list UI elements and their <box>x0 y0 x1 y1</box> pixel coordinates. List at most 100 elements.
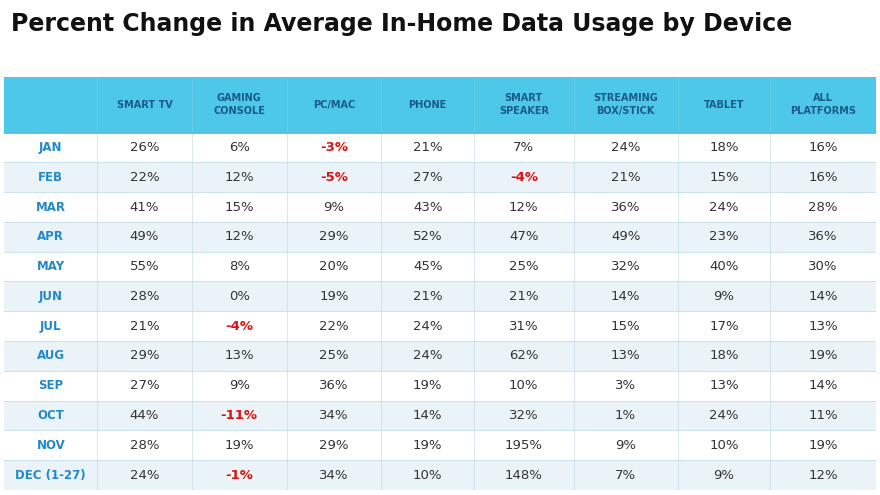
Text: 9%: 9% <box>615 439 636 452</box>
Text: -1%: -1% <box>225 469 253 482</box>
Text: 18%: 18% <box>709 349 739 362</box>
Bar <box>474 311 574 341</box>
Bar <box>474 192 574 222</box>
Bar <box>192 282 287 311</box>
Text: 13%: 13% <box>224 349 254 362</box>
Bar <box>678 400 771 431</box>
Bar <box>287 431 381 460</box>
Text: 9%: 9% <box>714 290 735 303</box>
Bar <box>192 251 287 282</box>
Bar <box>574 192 678 222</box>
Text: NOV: NOV <box>36 439 65 452</box>
Bar <box>287 282 381 311</box>
Bar <box>287 341 381 371</box>
Bar <box>97 341 192 371</box>
Bar <box>474 282 574 311</box>
Text: 14%: 14% <box>809 290 838 303</box>
Bar <box>574 77 678 133</box>
Bar <box>192 371 287 400</box>
Bar <box>97 192 192 222</box>
Text: 9%: 9% <box>714 469 735 482</box>
Bar <box>574 400 678 431</box>
Bar <box>771 133 876 162</box>
Text: 6%: 6% <box>229 141 250 154</box>
Text: MAR: MAR <box>36 200 66 213</box>
Text: 36%: 36% <box>611 200 641 213</box>
Text: 12%: 12% <box>808 469 838 482</box>
Bar <box>381 400 474 431</box>
Text: 24%: 24% <box>611 141 641 154</box>
Text: 10%: 10% <box>709 439 739 452</box>
Bar <box>678 162 771 192</box>
Bar <box>771 400 876 431</box>
Text: 30%: 30% <box>809 260 838 273</box>
Text: 0%: 0% <box>229 290 250 303</box>
Text: 31%: 31% <box>509 320 539 333</box>
Text: 9%: 9% <box>229 379 250 392</box>
Bar <box>4 311 97 341</box>
Bar <box>574 371 678 400</box>
Bar <box>192 311 287 341</box>
Bar <box>381 162 474 192</box>
Text: 18%: 18% <box>709 141 739 154</box>
Text: AUG: AUG <box>37 349 65 362</box>
Text: 36%: 36% <box>809 230 838 244</box>
Text: 3%: 3% <box>615 379 636 392</box>
Text: 40%: 40% <box>709 260 739 273</box>
Text: 27%: 27% <box>413 171 443 184</box>
Text: 26%: 26% <box>129 141 159 154</box>
Bar <box>381 431 474 460</box>
Text: 21%: 21% <box>129 320 159 333</box>
Bar <box>4 192 97 222</box>
Bar <box>192 162 287 192</box>
Text: 19%: 19% <box>319 290 348 303</box>
Text: SEP: SEP <box>38 379 63 392</box>
Bar <box>4 431 97 460</box>
Bar <box>192 222 287 251</box>
Text: -5%: -5% <box>320 171 348 184</box>
Bar <box>574 251 678 282</box>
Text: 13%: 13% <box>808 320 838 333</box>
Text: 17%: 17% <box>709 320 739 333</box>
Text: 47%: 47% <box>509 230 539 244</box>
Text: 23%: 23% <box>709 230 739 244</box>
Bar <box>97 460 192 490</box>
Text: 1%: 1% <box>615 409 636 422</box>
Bar <box>97 222 192 251</box>
Text: PC/MAC: PC/MAC <box>312 99 355 109</box>
Bar <box>381 133 474 162</box>
Text: 24%: 24% <box>709 409 739 422</box>
Bar <box>287 133 381 162</box>
Bar <box>192 341 287 371</box>
Text: OCT: OCT <box>37 409 64 422</box>
Bar <box>678 77 771 133</box>
Bar <box>97 251 192 282</box>
Bar <box>97 162 192 192</box>
Bar <box>678 311 771 341</box>
Text: APR: APR <box>37 230 64 244</box>
Bar <box>474 460 574 490</box>
Text: 148%: 148% <box>505 469 543 482</box>
Bar <box>771 162 876 192</box>
Text: 29%: 29% <box>319 230 348 244</box>
Text: 10%: 10% <box>413 469 443 482</box>
Text: 10%: 10% <box>509 379 539 392</box>
Bar <box>771 460 876 490</box>
Text: 41%: 41% <box>129 200 159 213</box>
Text: 11%: 11% <box>808 409 838 422</box>
Bar <box>678 341 771 371</box>
Bar <box>97 400 192 431</box>
Bar <box>287 371 381 400</box>
Text: 25%: 25% <box>319 349 348 362</box>
Text: 13%: 13% <box>611 349 641 362</box>
Text: 24%: 24% <box>129 469 159 482</box>
Text: 7%: 7% <box>513 141 534 154</box>
Text: 20%: 20% <box>319 260 348 273</box>
Text: 34%: 34% <box>319 469 348 482</box>
Bar <box>381 282 474 311</box>
Text: 32%: 32% <box>509 409 539 422</box>
Text: 29%: 29% <box>129 349 159 362</box>
Text: JAN: JAN <box>39 141 62 154</box>
Text: 19%: 19% <box>809 349 838 362</box>
Bar <box>4 460 97 490</box>
